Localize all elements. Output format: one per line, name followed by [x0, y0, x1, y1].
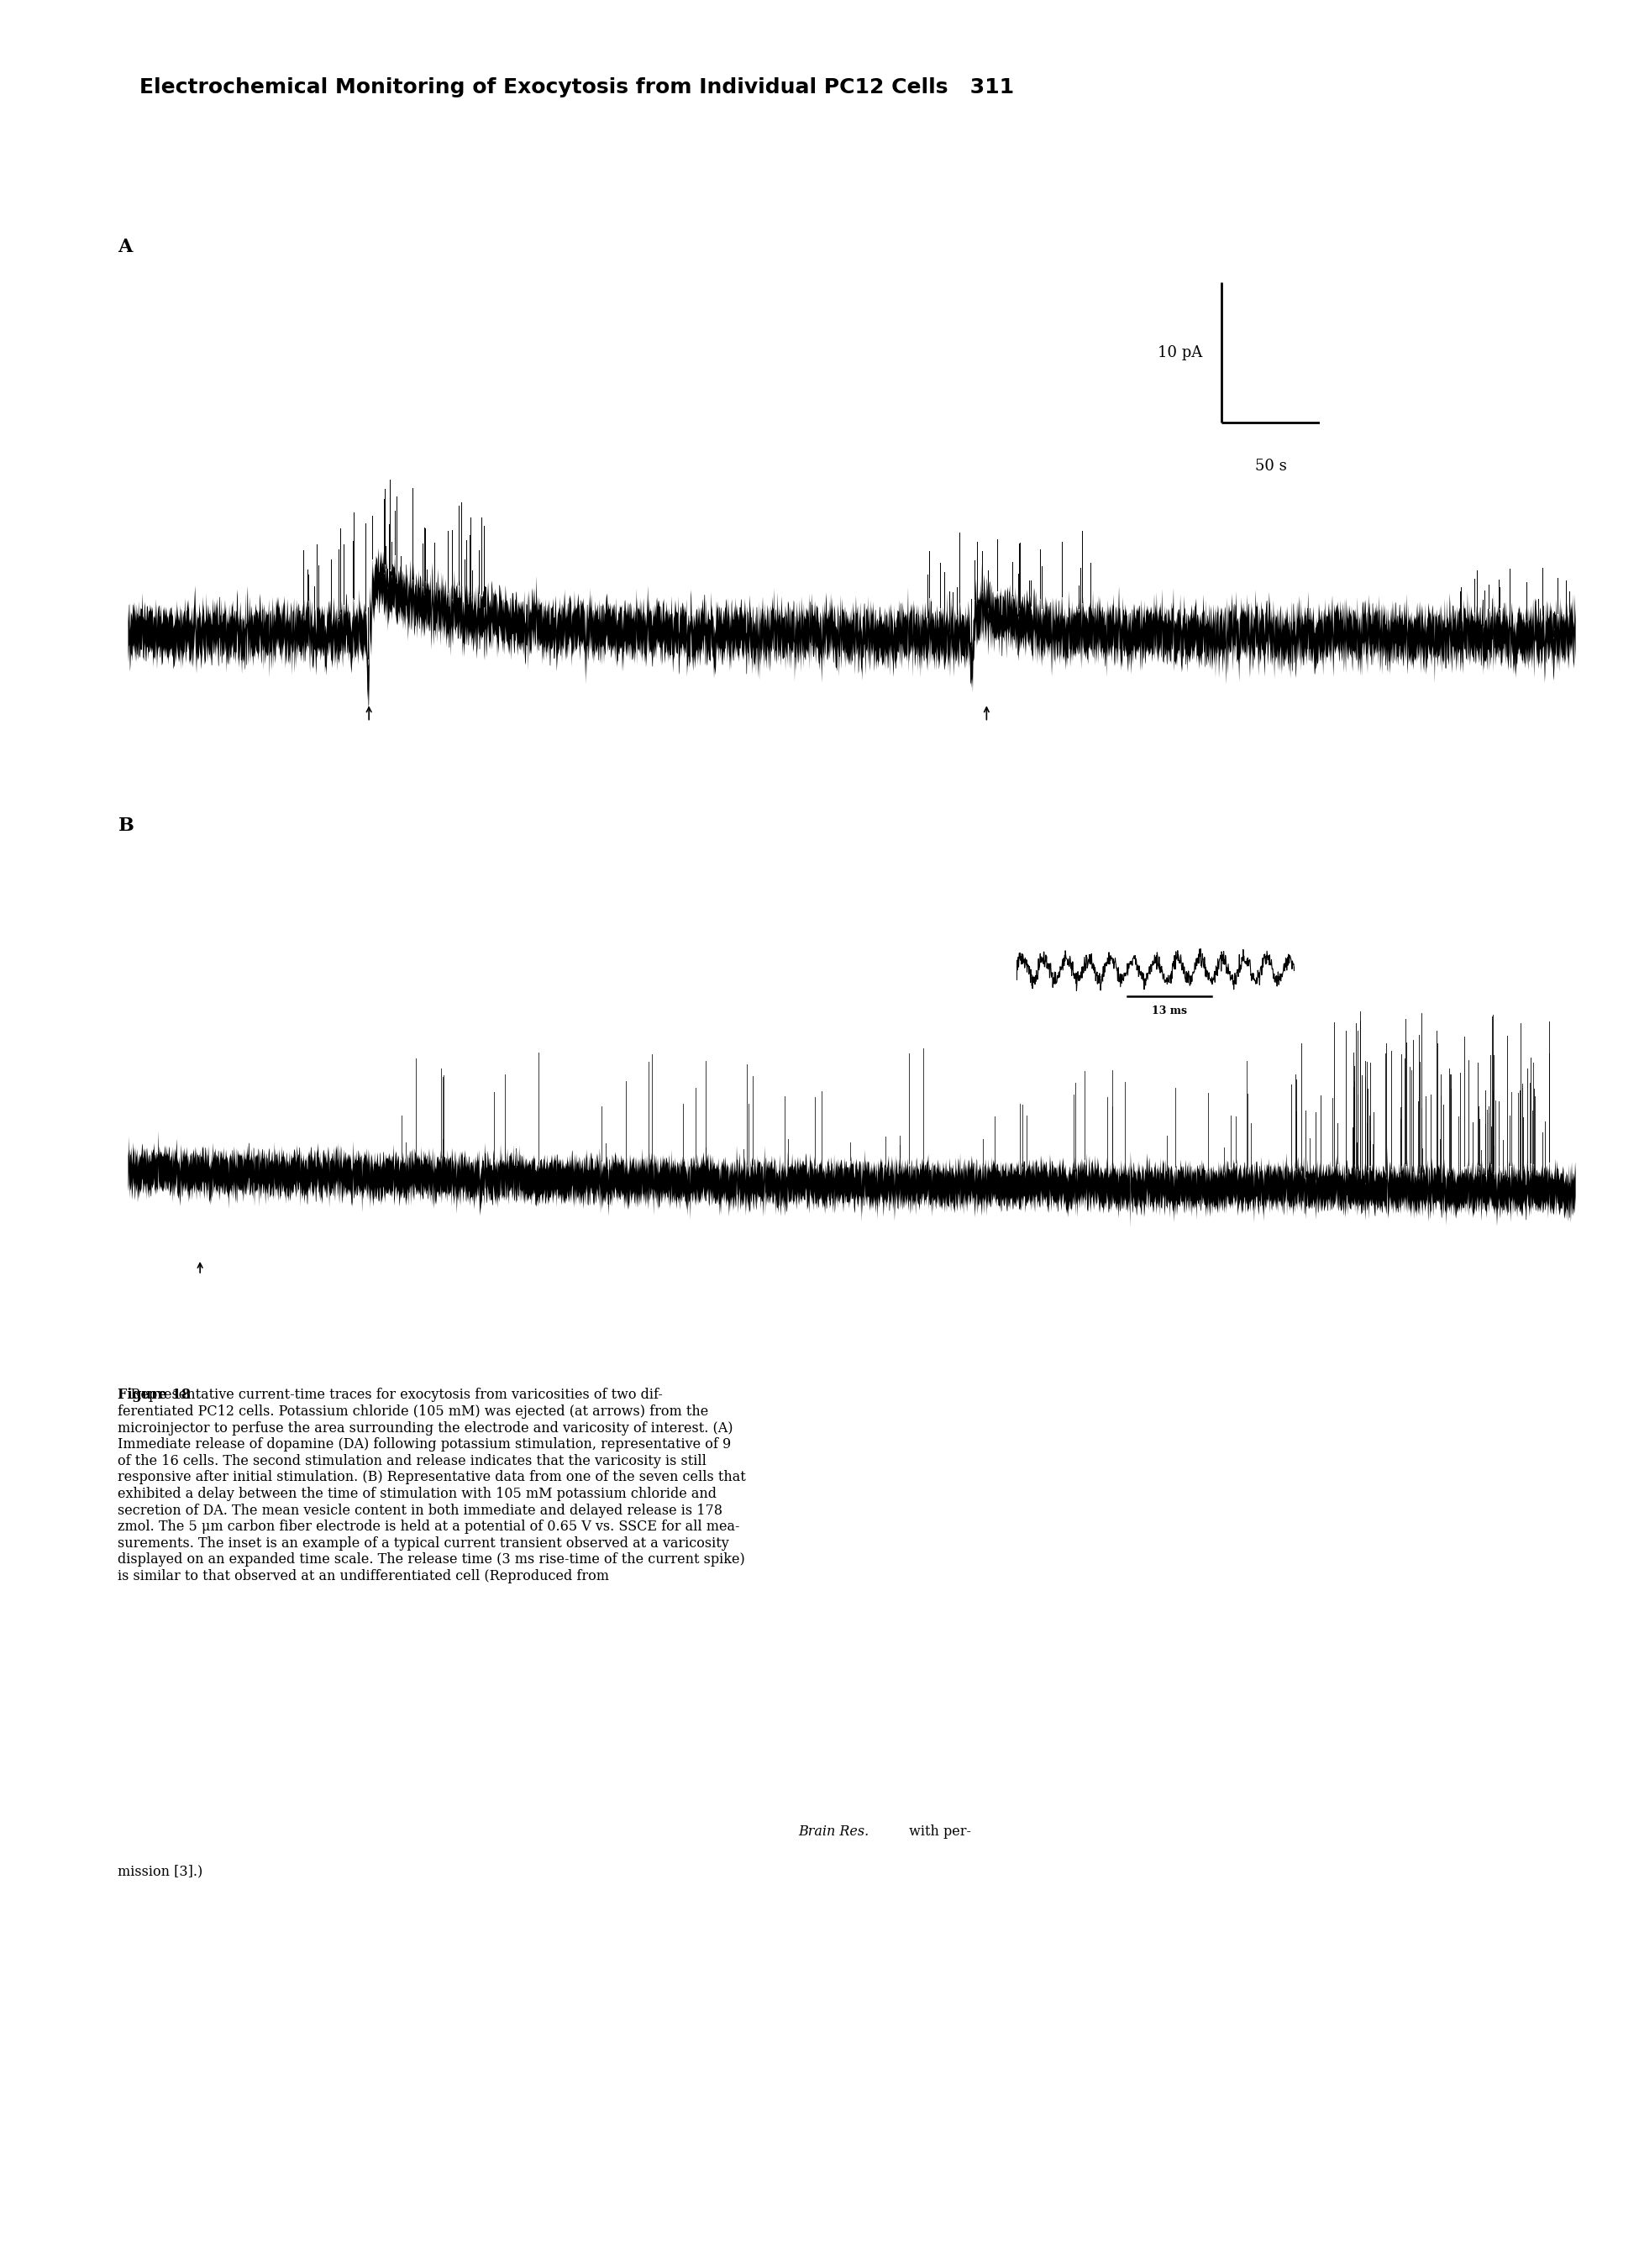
Text: Electrochemical Monitoring of Exocytosis from Individual PC12 Cells   311: Electrochemical Monitoring of Exocytosis… [139, 77, 1015, 98]
Text: Brain Res.: Brain Res. [798, 1823, 869, 1839]
Text: mission [3].): mission [3].) [118, 1864, 203, 1878]
Text: Representative current-time traces for exocytosis from varicosities of two dif-
: Representative current-time traces for e… [118, 1388, 746, 1583]
Text: Figure 18: Figure 18 [118, 1388, 192, 1402]
Text: with per-: with per- [905, 1823, 970, 1839]
Text: 10 pA: 10 pA [1157, 345, 1203, 361]
Text: 13 ms: 13 ms [1152, 1005, 1187, 1016]
Text: A: A [118, 238, 133, 256]
Text: 50 s: 50 s [1255, 458, 1287, 474]
Text: B: B [118, 816, 134, 835]
